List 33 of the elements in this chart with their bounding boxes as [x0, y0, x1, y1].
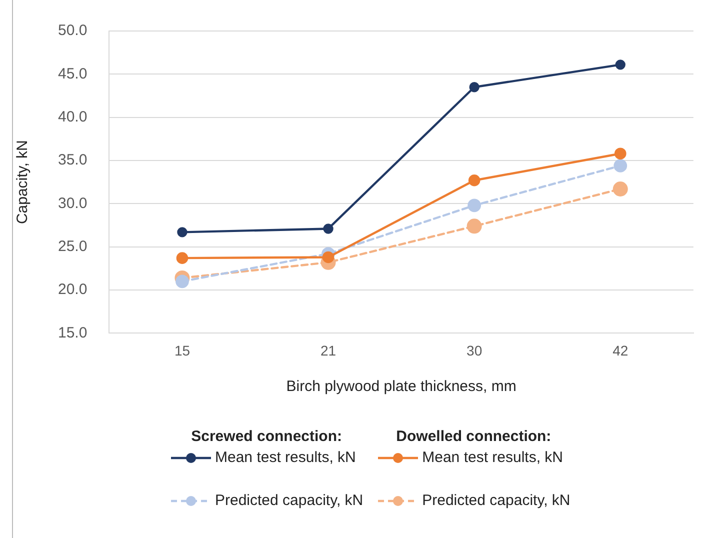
x-axis-title: Birch plywood plate thickness, mm — [286, 378, 516, 396]
point — [615, 60, 626, 70]
y-tick-label: 45.0 — [58, 65, 88, 82]
y-tick-label: 30.0 — [58, 194, 88, 212]
y-tick-label: 25.0 — [58, 238, 88, 255]
point — [177, 227, 188, 238]
legend-label: Mean test results, kN — [215, 449, 356, 466]
point — [176, 252, 188, 264]
y-tick-label: 35.0 — [58, 152, 88, 169]
text: Screwed connection: — [190, 428, 343, 445]
point — [322, 251, 334, 264]
point — [614, 158, 628, 172]
y-axis-title: Capacity, kN — [14, 140, 32, 224]
text: Dowelled connection: — [395, 428, 552, 445]
x-tick-label: 21 — [320, 342, 336, 358]
y-tick-label: 15.0 — [58, 324, 88, 342]
point — [176, 274, 189, 288]
point — [469, 82, 480, 92]
y-tick-label: 50.0 — [58, 22, 88, 40]
point — [614, 148, 626, 160]
legend-label: Mean test results, kN — [422, 449, 564, 466]
y-tick-label: 40.0 — [58, 108, 88, 126]
x-tick-label: 30 — [466, 342, 482, 358]
point — [468, 174, 480, 186]
legend-label: Predicted capacity, kN — [215, 492, 364, 509]
x-tick-label: 15 — [174, 342, 190, 358]
x-tick-label: 42 — [612, 342, 628, 358]
legend-label: Predicted capacity, kN — [422, 492, 570, 509]
point — [466, 218, 482, 234]
point — [323, 224, 334, 234]
y-tick-label: 20.0 — [58, 281, 88, 298]
point — [612, 182, 628, 197]
point — [468, 198, 482, 212]
